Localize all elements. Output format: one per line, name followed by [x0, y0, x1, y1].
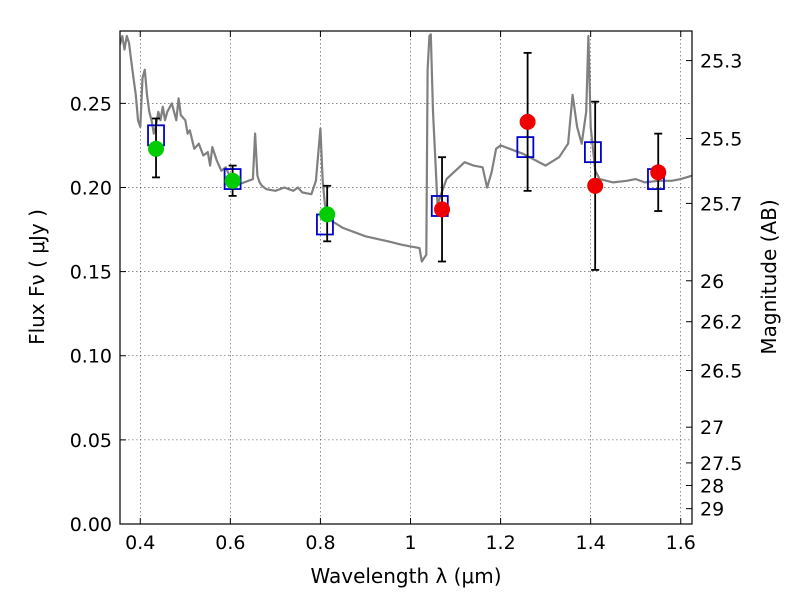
- y-tick-label: 0.00: [70, 514, 112, 536]
- y-axis-label: Flux Fν ( μJy ): [25, 209, 49, 345]
- mag-tick-label: 25.3: [700, 51, 742, 73]
- model-spectrum-line: [120, 33, 692, 263]
- mag-tick-label: 27: [700, 417, 724, 439]
- y-tick-label: 0.20: [70, 177, 112, 199]
- x-tick-label: 1.4: [576, 532, 606, 554]
- mag-tick-label: 26.2: [700, 312, 742, 334]
- mag-tick-label: 28: [700, 475, 724, 497]
- observed-flux-point: [224, 172, 241, 189]
- observed-flux-point: [148, 140, 165, 157]
- y-tick-label: 0.05: [70, 430, 112, 452]
- y-tick-label: 0.10: [70, 346, 112, 368]
- axes-frame: [119, 30, 693, 525]
- mag-tick-label: 25.5: [700, 129, 742, 151]
- x-tick-label: 0.4: [125, 532, 155, 554]
- model-photometry-square: [584, 141, 602, 164]
- model-photometry-square: [516, 136, 535, 158]
- observed-flux-point: [650, 164, 667, 181]
- x-tick-label: 0.8: [305, 532, 335, 554]
- mag-tick-label: 26: [700, 271, 724, 293]
- mag-tick-label: 29: [700, 499, 724, 521]
- x-tick-label: 1.6: [666, 532, 696, 554]
- mag-tick-label: 27.5: [700, 453, 742, 475]
- mag-tick-label: 26.5: [700, 361, 742, 383]
- observed-flux-point: [319, 206, 336, 223]
- y-axis-label-right: Magnitude (AB): [757, 199, 781, 354]
- x-axis-label: Wavelength λ (μm): [310, 564, 501, 588]
- observed-flux-point: [434, 201, 451, 218]
- observed-flux-point: [587, 177, 604, 194]
- plot-area: [120, 33, 692, 271]
- x-tick-label: 1: [404, 532, 416, 554]
- observed-flux-point: [519, 113, 536, 130]
- y-tick-label: 0.15: [70, 262, 112, 284]
- y-tick-label: 0.25: [70, 93, 112, 115]
- axis-ticks: 0.4 0.6 0.8 1 1.2 1.4 1.6 0.00 0.05 0.10 0.15 0.20 0…: [70, 31, 742, 554]
- grid: [120, 31, 692, 524]
- x-tick-label: 1.2: [485, 532, 515, 554]
- mag-tick-label: 25.7: [700, 193, 742, 215]
- x-tick-label: 0.6: [215, 532, 245, 554]
